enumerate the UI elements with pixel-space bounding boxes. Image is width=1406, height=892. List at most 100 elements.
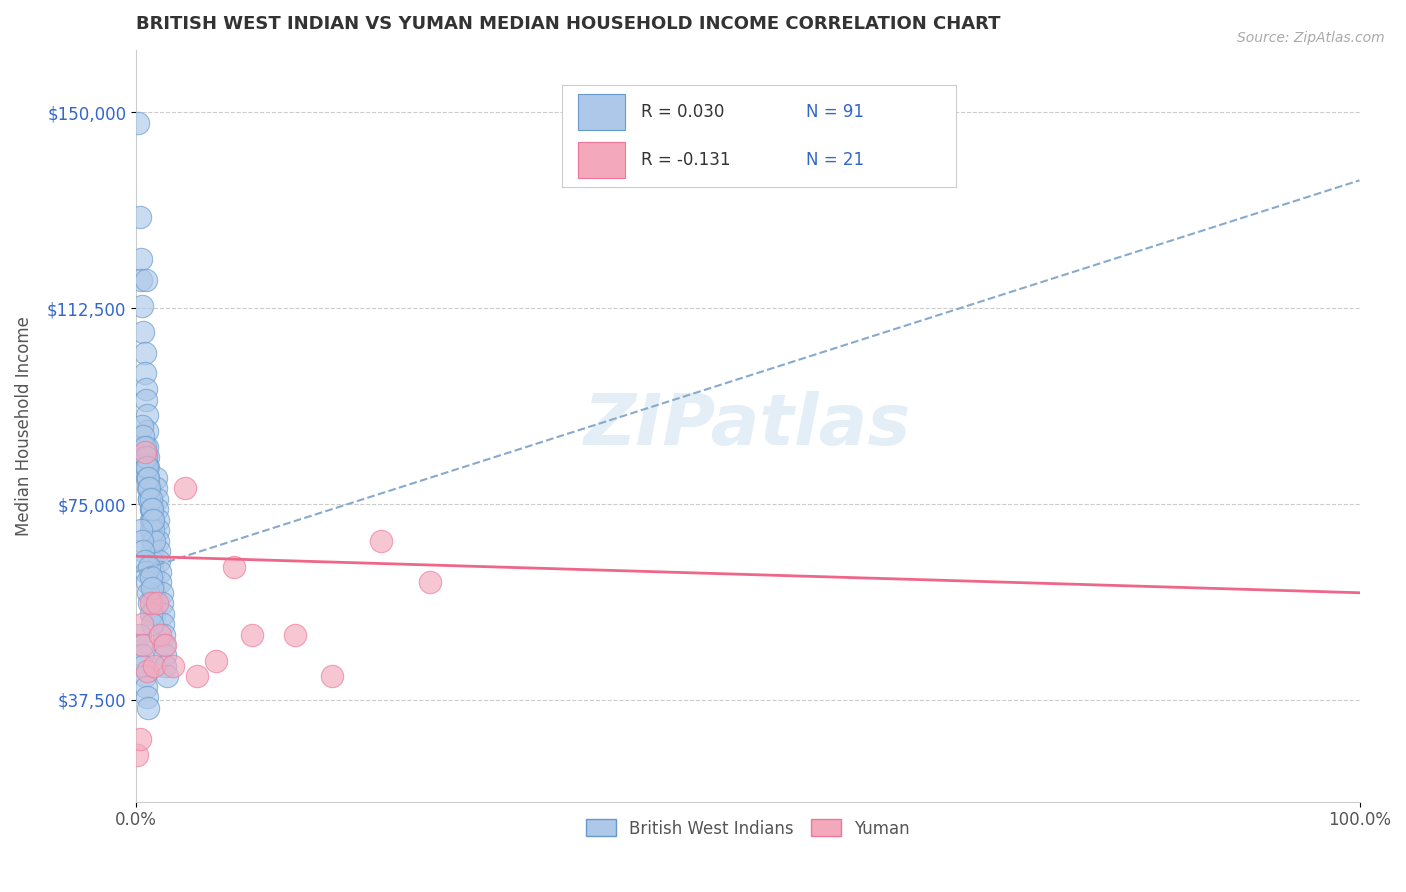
Point	[146, 523, 169, 537]
Point	[150, 596, 173, 610]
Point	[136, 575, 159, 590]
Point	[138, 491, 160, 506]
Point	[142, 523, 165, 537]
Point	[132, 658, 155, 673]
Point	[146, 502, 169, 516]
Y-axis label: Median Household Income: Median Household Income	[15, 316, 32, 535]
Point	[128, 731, 150, 746]
Point	[139, 596, 162, 610]
Point	[146, 513, 169, 527]
Point	[152, 607, 174, 621]
Point	[284, 627, 307, 641]
Point	[139, 523, 162, 537]
Point	[155, 658, 177, 673]
Point	[142, 575, 165, 590]
Point	[139, 502, 162, 516]
Point	[131, 617, 153, 632]
Point	[149, 627, 172, 641]
Point	[222, 559, 245, 574]
Point	[136, 440, 159, 454]
Point	[136, 409, 159, 423]
Point	[139, 513, 162, 527]
Point	[370, 533, 392, 548]
Point	[138, 596, 160, 610]
Point	[128, 210, 150, 224]
Point	[146, 596, 169, 610]
Point	[134, 367, 156, 381]
Point	[143, 607, 166, 621]
Text: N = 21: N = 21	[807, 151, 865, 169]
Text: R = 0.030: R = 0.030	[641, 103, 724, 121]
Point	[149, 565, 172, 579]
Point	[143, 658, 166, 673]
Point	[135, 565, 157, 579]
Point	[143, 586, 166, 600]
Point	[240, 627, 263, 641]
Point	[138, 481, 160, 495]
Point	[138, 491, 160, 506]
Point	[135, 392, 157, 407]
Point	[129, 638, 152, 652]
Point	[146, 533, 169, 548]
Text: ZIPatlas: ZIPatlas	[583, 392, 911, 460]
Point	[139, 570, 162, 584]
Point	[321, 669, 343, 683]
Point	[155, 638, 177, 652]
Point	[132, 638, 155, 652]
Point	[135, 460, 157, 475]
FancyBboxPatch shape	[578, 142, 626, 178]
Point	[152, 617, 174, 632]
Point	[136, 471, 159, 485]
Point	[153, 627, 176, 641]
Point	[131, 418, 153, 433]
FancyBboxPatch shape	[578, 94, 626, 130]
Point	[132, 440, 155, 454]
Point	[186, 669, 208, 683]
Point	[148, 544, 170, 558]
Point	[135, 272, 157, 286]
Point	[419, 575, 441, 590]
Point	[138, 481, 160, 495]
Point	[136, 471, 159, 485]
Text: BRITISH WEST INDIAN VS YUMAN MEDIAN HOUSEHOLD INCOME CORRELATION CHART: BRITISH WEST INDIAN VS YUMAN MEDIAN HOUS…	[136, 15, 1001, 33]
Point	[204, 654, 226, 668]
Point	[132, 429, 155, 443]
Point	[141, 513, 163, 527]
Point	[128, 627, 150, 641]
Point	[135, 450, 157, 464]
Point	[136, 586, 159, 600]
Point	[135, 382, 157, 396]
Point	[136, 450, 159, 464]
Point	[153, 638, 176, 652]
Point	[136, 700, 159, 714]
Point	[174, 481, 197, 495]
Point	[134, 440, 156, 454]
Point	[146, 491, 169, 506]
Point	[129, 272, 152, 286]
Point	[136, 424, 159, 438]
Legend: British West Indians, Yuman: British West Indians, Yuman	[578, 811, 918, 846]
Point	[131, 299, 153, 313]
Point	[135, 680, 157, 694]
Point	[131, 533, 153, 548]
Point	[149, 575, 172, 590]
Point	[132, 325, 155, 339]
Point	[136, 460, 159, 475]
Text: Source: ZipAtlas.com: Source: ZipAtlas.com	[1237, 31, 1385, 45]
Point	[132, 544, 155, 558]
Text: N = 91: N = 91	[807, 103, 865, 121]
Point	[141, 533, 163, 548]
Point	[145, 471, 167, 485]
Point	[134, 669, 156, 683]
Point	[145, 481, 167, 495]
Point	[136, 460, 159, 475]
Point	[141, 581, 163, 595]
Point	[134, 450, 156, 464]
Point	[143, 533, 166, 548]
Point	[129, 523, 152, 537]
Point	[155, 669, 177, 683]
Point	[148, 554, 170, 568]
Point	[127, 116, 149, 130]
Point	[141, 617, 163, 632]
Point	[136, 481, 159, 495]
